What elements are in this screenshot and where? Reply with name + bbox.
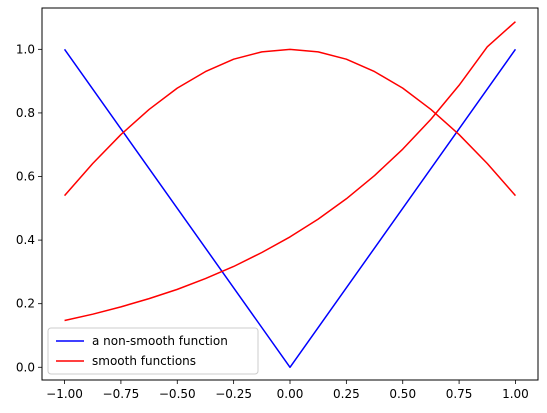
x-tick-label: 1.00 (502, 387, 529, 401)
x-tick-label: 0.50 (389, 387, 416, 401)
legend-label-1: smooth functions (92, 354, 196, 368)
y-tick-label: 0.0 (16, 360, 35, 374)
series-layer (63, 21, 517, 369)
y-axis: 0.0 0.2 0.4 0.6 0.8 1.0 (16, 42, 42, 374)
series-line-2 (64, 21, 516, 322)
y-tick-label: 0.6 (16, 170, 35, 184)
y-tick-label: 0.8 (16, 106, 35, 120)
x-tick-label: 0.75 (446, 387, 473, 401)
series-line-0 (63, 48, 517, 369)
series-line-1 (63, 48, 517, 197)
legend-box (47, 327, 259, 375)
legend-label-0: a non-smooth function (92, 334, 228, 348)
x-axis: −1.00 −0.75 −0.50 −0.25 0.00 0.25 0.50 0.75 1.00 (46, 380, 529, 401)
x-tick-label: 0.00 (277, 387, 304, 401)
x-tick-label: −0.50 (159, 387, 196, 401)
x-tick-label: 0.25 (333, 387, 360, 401)
y-tick-label: 0.2 (16, 297, 35, 311)
x-tick-label: −0.25 (215, 387, 252, 401)
x-tick-label: −1.00 (46, 387, 83, 401)
y-tick-label: 1.0 (16, 42, 35, 56)
x-tick-label: −0.75 (103, 387, 140, 401)
y-tick-label: 0.4 (16, 233, 35, 247)
legend: a non-smooth function smooth functions (47, 327, 259, 375)
